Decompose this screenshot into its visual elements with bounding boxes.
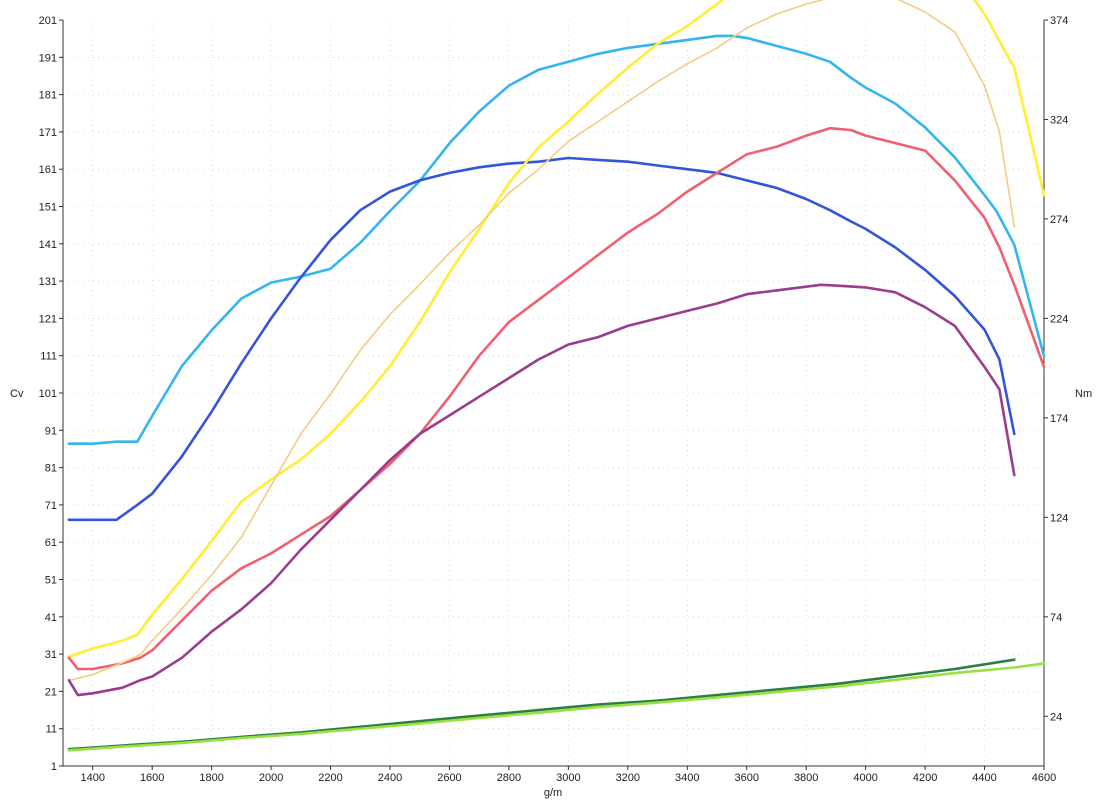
left-tick-label: 41 (45, 612, 57, 624)
left-tick-label: 91 (45, 425, 57, 437)
right-tick-label: 274 (1050, 214, 1068, 226)
right-tick-label: 24 (1050, 711, 1062, 723)
series-group (67, 0, 1046, 752)
left-tick-label: 161 (39, 164, 57, 176)
right-tick-label: 174 (1050, 413, 1068, 425)
left-tick-label: 21 (45, 686, 57, 698)
x-tick-label: 2600 (437, 772, 461, 784)
left-tick-label: 81 (45, 463, 57, 475)
left-tick-label: 131 (39, 276, 57, 288)
x-axis-label: g/m (544, 787, 562, 799)
series-line-0 (67, 34, 1046, 446)
left-axis-ticks: 1112131415161718191101111121131141151161… (39, 15, 63, 773)
x-tick-label: 3400 (675, 772, 699, 784)
left-tick-label: 171 (39, 127, 57, 139)
left-tick-label: 101 (39, 388, 57, 400)
x-tick-label: 3600 (734, 772, 758, 784)
left-tick-label: 141 (39, 239, 57, 251)
series-line-2 (67, 0, 1046, 658)
series-line-3 (67, 126, 1046, 671)
left-axis-label: Cv (10, 388, 24, 400)
x-tick-label: 2200 (318, 772, 342, 784)
x-tick-label: 2000 (259, 772, 283, 784)
x-tick-label: 2800 (497, 772, 521, 784)
x-tick-label: 3000 (556, 772, 580, 784)
series-line-6 (67, 658, 1016, 751)
right-tick-label: 74 (1050, 612, 1062, 624)
series-line-7 (67, 662, 1046, 752)
left-tick-label: 121 (39, 313, 57, 325)
right-tick-label: 324 (1050, 114, 1068, 126)
left-tick-label: 61 (45, 537, 57, 549)
right-axis-label: Nm (1075, 388, 1092, 400)
x-tick-label: 2400 (378, 772, 402, 784)
left-tick-label: 51 (45, 575, 57, 587)
gridlines (63, 20, 1044, 766)
x-tick-label: 4000 (853, 772, 877, 784)
x-tick-label: 4200 (913, 772, 937, 784)
left-tick-label: 71 (45, 500, 57, 512)
left-tick-label: 191 (39, 52, 57, 64)
right-tick-label: 374 (1050, 15, 1068, 27)
series-line-1 (67, 156, 1016, 522)
left-tick-label: 11 (46, 724, 57, 736)
x-tick-label: 1800 (199, 772, 223, 784)
x-tick-label: 3200 (616, 772, 640, 784)
x-axis-ticks: 1400 1600 1800 2000 2200 2400 2600 2800 3000 3200… (80, 766, 1056, 784)
right-tick-label: 224 (1050, 313, 1068, 325)
left-tick-label: 1 (51, 761, 57, 773)
right-tick-label: 124 (1050, 512, 1068, 524)
left-tick-label: 181 (39, 90, 57, 102)
left-tick-label: 31 (45, 649, 57, 661)
x-tick-label: 1600 (140, 772, 164, 784)
series-line-4 (68, 0, 1016, 682)
left-tick-label: 111 (40, 351, 57, 363)
x-tick-label: 4400 (972, 772, 996, 784)
left-tick-label: 151 (39, 202, 57, 214)
x-tick-label: 4600 (1032, 772, 1056, 784)
series-line-5 (67, 283, 1016, 697)
left-tick-label: 201 (39, 15, 57, 27)
x-tick-label: 1400 (80, 772, 104, 784)
x-tick-label: 3800 (794, 772, 818, 784)
right-axis-ticks: 24 74 124 174 224 274 324 374 (1044, 15, 1068, 723)
